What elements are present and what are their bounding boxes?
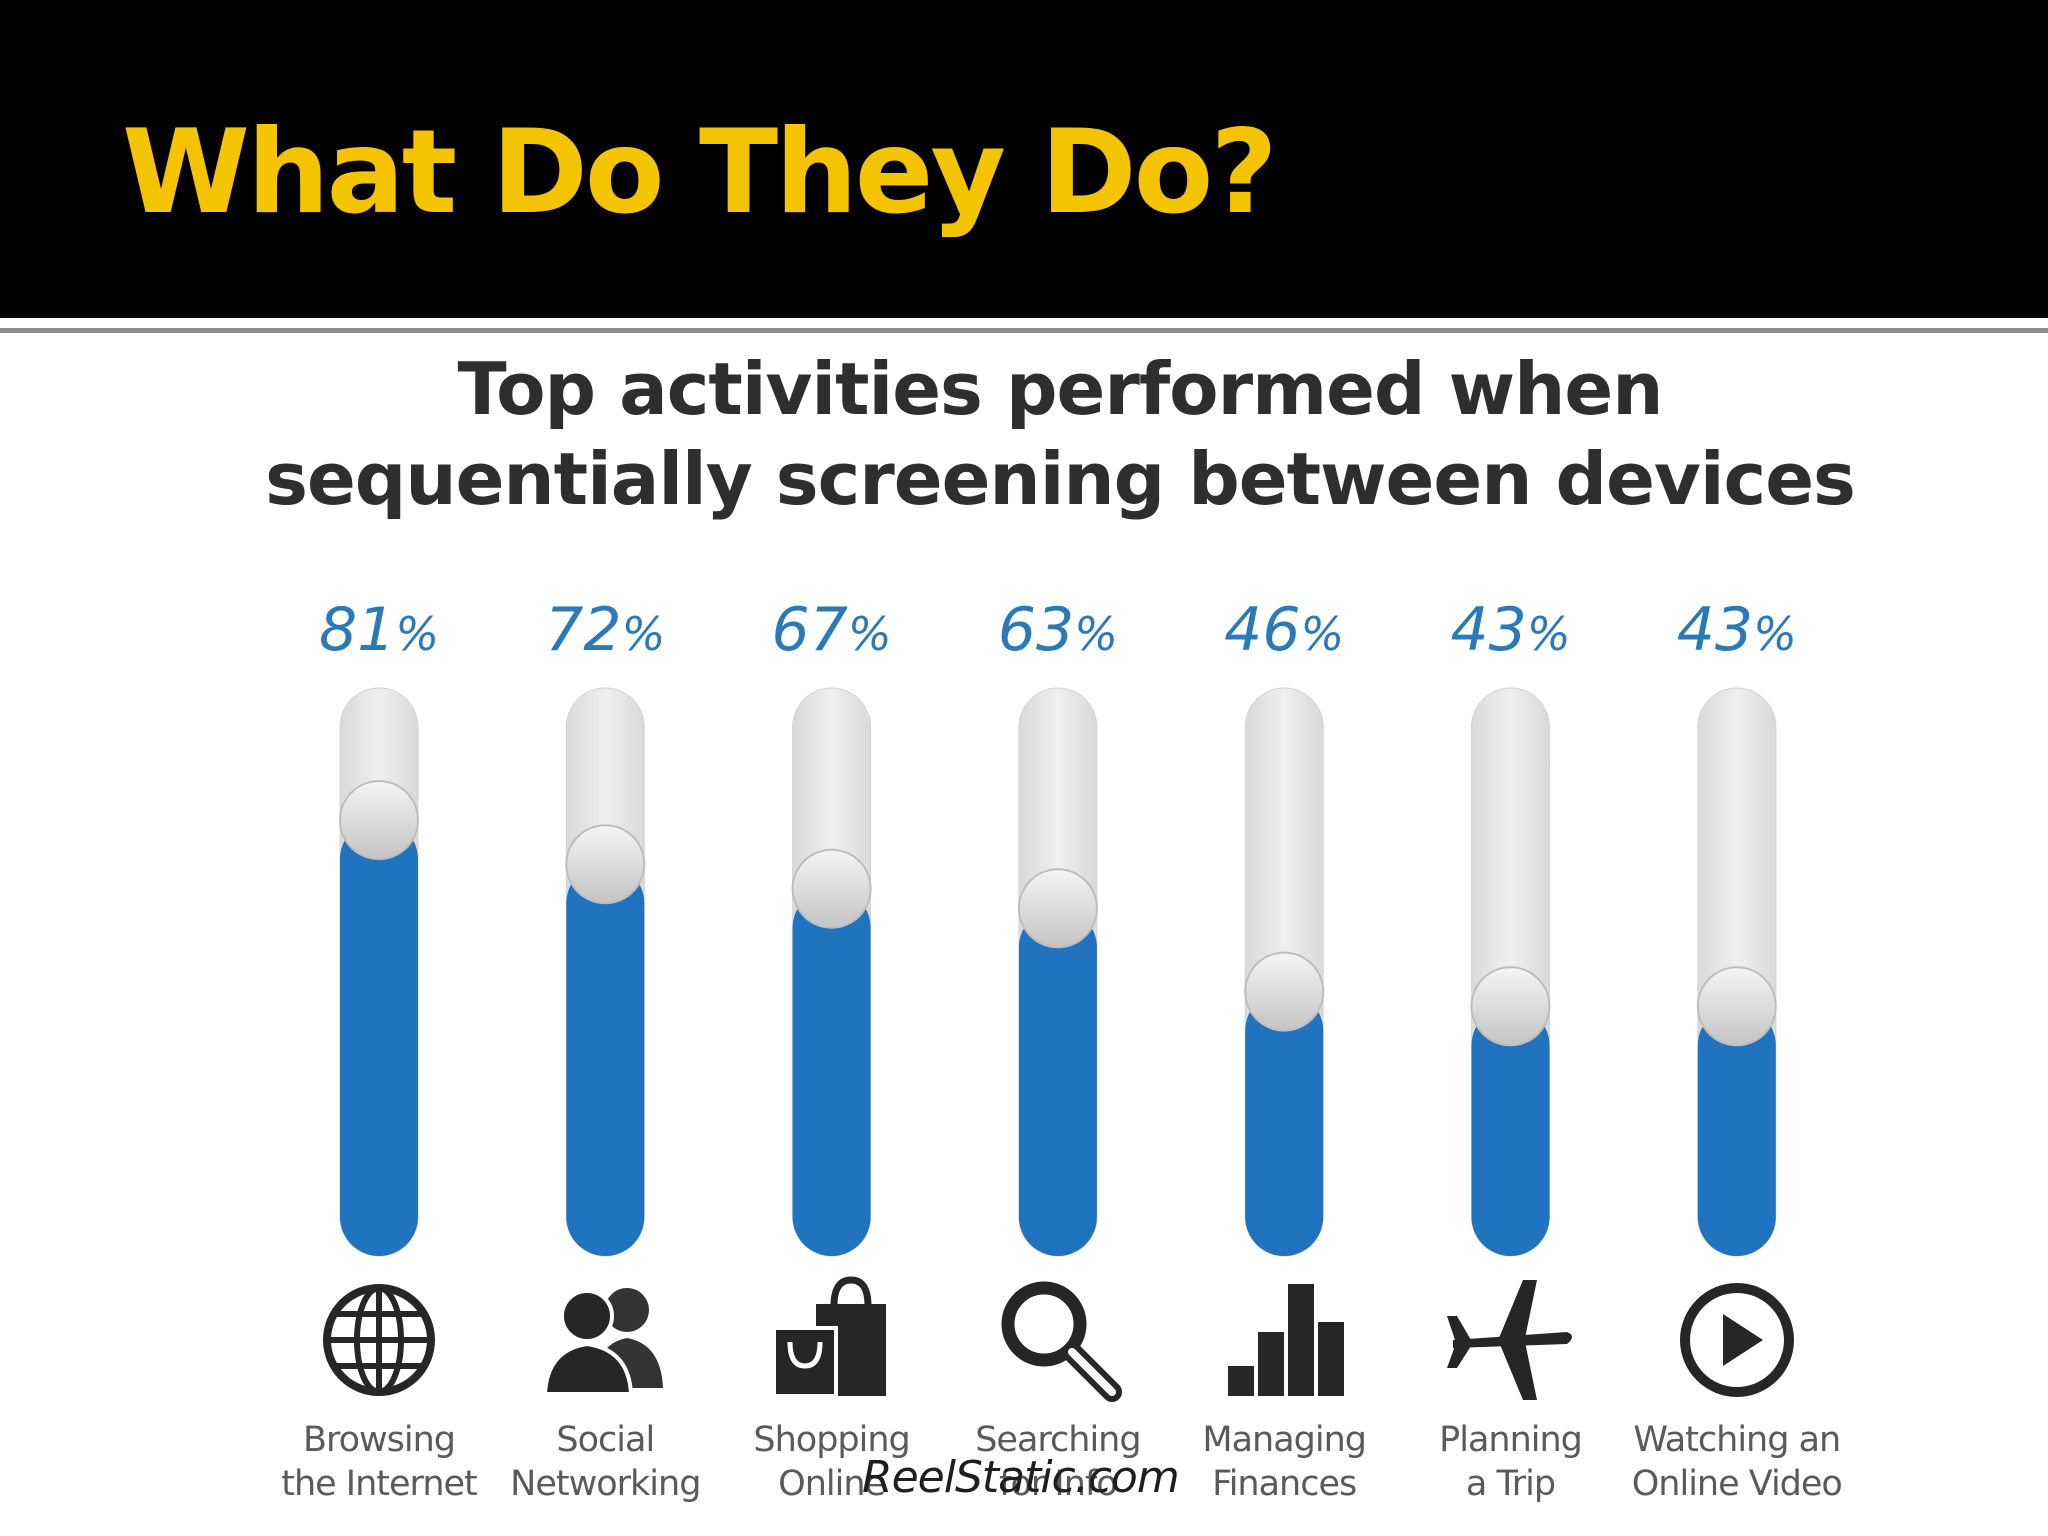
chart-title: Top activities performed when sequential… [160, 344, 1960, 524]
bar-knob [1244, 951, 1325, 1032]
bar-value-unit: % [1527, 607, 1571, 661]
bars-layer: 81% 72% 67% 63% 46% 43% 43% [319, 595, 1797, 1257]
bar-chart-icon [1214, 1270, 1354, 1410]
category-label: Searching for Info [943, 1418, 1173, 1506]
category-label: Watching an Online Video [1622, 1418, 1852, 1506]
category-label-line: the Internet [281, 1464, 478, 1504]
airplane-icon [1441, 1270, 1581, 1410]
bar-value-unit: % [1301, 607, 1345, 661]
bar-value-label: 72% [545, 595, 665, 665]
bar-value-number: 43 [1450, 595, 1526, 665]
bar-knob [791, 848, 872, 929]
bar-value-unit: % [848, 607, 892, 661]
bar-group: 43% [1450, 595, 1571, 1257]
bar-value-label: 43% [1450, 595, 1570, 665]
category-label-line: Online [778, 1464, 886, 1504]
bar [1245, 991, 1324, 1256]
chart-title-line-1: Top activities performed when [457, 347, 1664, 431]
shopping-bags-icon [762, 1270, 902, 1410]
bar [566, 864, 645, 1256]
bar-value-unit: % [1074, 607, 1118, 661]
category-label-line: a Trip [1465, 1464, 1556, 1504]
category-label: Managing Finances [1169, 1418, 1399, 1506]
category-label-line: Searching [975, 1420, 1141, 1460]
category-label-line: Social [556, 1420, 655, 1460]
bar-value-number: 46 [1224, 595, 1300, 665]
header-gap [0, 318, 2048, 328]
category-label: Planning a Trip [1396, 1418, 1626, 1506]
bar-value-number: 67 [772, 595, 848, 665]
bar [1018, 908, 1097, 1256]
people-icon [535, 1270, 675, 1410]
category-label-line: for Info [999, 1464, 1118, 1504]
watermark: ReelStatic.com [862, 1452, 1180, 1503]
bar-value-unit: % [1753, 607, 1797, 661]
play-icon [1667, 1270, 1807, 1410]
category-label-line: Planning [1439, 1420, 1583, 1460]
slide-title: What Do They Do? [122, 105, 1278, 240]
bar-group: 67% [772, 595, 892, 1257]
bar-value-number: 72 [545, 595, 621, 665]
category-label: Browsing the Internet [264, 1418, 494, 1506]
slide-header: What Do They Do? [0, 0, 2048, 318]
bar-value-label: 63% [998, 595, 1118, 665]
category-label-line: Networking [510, 1464, 701, 1504]
category-label-line: Shopping [753, 1420, 910, 1460]
bar-value-label: 67% [772, 595, 892, 665]
bar-value-unit: % [395, 607, 439, 661]
bar [1697, 1006, 1776, 1256]
bar-value-number: 43 [1677, 595, 1753, 665]
bar-knob [339, 780, 419, 861]
bar-value-number: 81 [319, 595, 395, 665]
category-label-line: Managing [1202, 1420, 1367, 1460]
bar-value-unit: % [622, 607, 666, 661]
bar-value-label: 46% [1224, 595, 1344, 665]
bar-knob [1470, 966, 1551, 1047]
bar [1471, 1006, 1550, 1256]
bar-knob [1696, 966, 1777, 1047]
category-label: Shopping Online [717, 1418, 947, 1506]
category-label-line: Browsing [302, 1420, 456, 1460]
bar-group: 46% [1224, 595, 1344, 1257]
bar-value-label: 81% [319, 595, 439, 665]
bar-group: 63% [998, 595, 1118, 1257]
globe-icon [309, 1270, 449, 1410]
bar-knob [1017, 868, 1098, 949]
bar-group: 81% [319, 595, 439, 1257]
magnifier-icon [988, 1270, 1128, 1410]
category-label-line: Finances [1212, 1464, 1357, 1504]
category-label: Social Networking [490, 1418, 720, 1506]
bar-group: 72% [545, 595, 665, 1257]
chart-title-line-2: sequentially screening between devices [265, 437, 1856, 521]
category-label-line: Online Video [1631, 1464, 1843, 1504]
bar [792, 888, 871, 1256]
category-label-line: Watching an [1633, 1420, 1841, 1460]
bar-value-label: 43% [1677, 595, 1797, 665]
header-divider [0, 328, 2048, 333]
bar-value-number: 63 [998, 595, 1074, 665]
bar-group: 43% [1677, 595, 1797, 1257]
bar-knob [565, 824, 646, 905]
bar [340, 820, 418, 1256]
